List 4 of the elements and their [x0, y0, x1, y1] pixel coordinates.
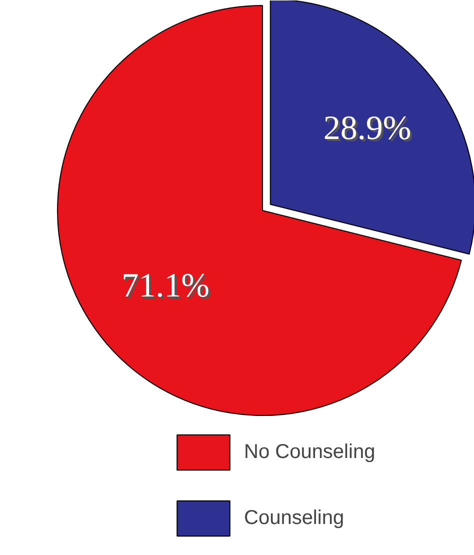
legend-label: Counseling	[244, 506, 344, 530]
data-label: 71.1%	[124, 270, 212, 307]
data-label: 28.9%	[325, 112, 414, 150]
legend-label: No Counseling	[244, 440, 376, 464]
